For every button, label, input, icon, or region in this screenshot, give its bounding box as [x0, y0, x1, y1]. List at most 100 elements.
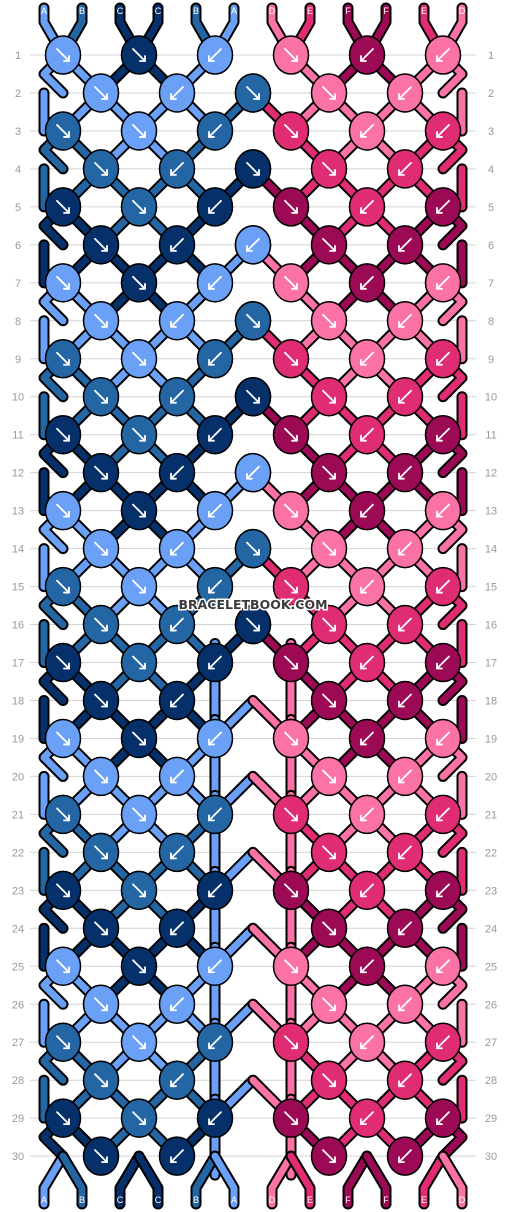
arrow-icon — [132, 503, 146, 518]
knot — [234, 225, 272, 265]
knot — [310, 680, 348, 721]
arrow-icon — [132, 959, 146, 974]
arrow-head-icon — [253, 93, 260, 100]
knot — [44, 1098, 82, 1138]
arrow-head-icon — [139, 586, 146, 594]
arrow-icon — [360, 655, 374, 670]
knot — [44, 263, 82, 303]
arrow-head-icon — [101, 624, 108, 632]
arrow-icon — [132, 579, 146, 594]
arrow-head-icon — [208, 358, 215, 366]
arrow-icon — [436, 883, 450, 898]
row-number-left: 24 — [12, 923, 24, 935]
knot — [310, 528, 348, 569]
knot — [310, 1060, 348, 1100]
arrow-icon — [94, 541, 108, 556]
row-number-right: 17 — [485, 658, 497, 670]
arrow-head-icon — [436, 206, 443, 214]
row-number-right: 27 — [485, 1037, 497, 1049]
arrow-head-icon — [63, 814, 70, 822]
knot — [424, 339, 462, 379]
arrow-icon — [322, 237, 336, 252]
arrow-head-icon — [291, 282, 298, 290]
arrow-head-icon — [170, 1156, 177, 1164]
knot — [424, 111, 462, 151]
arrow-head-icon — [101, 1156, 108, 1164]
arrow-head-icon — [101, 320, 108, 328]
arrow-icon — [56, 48, 70, 62]
arrow-head-icon — [436, 131, 443, 138]
knot — [348, 718, 386, 759]
strand-letter-bottom: C — [117, 1195, 124, 1205]
arrow-icon — [360, 883, 374, 898]
arrow-icon — [360, 959, 374, 974]
knot — [424, 642, 462, 683]
knot — [120, 566, 158, 607]
arrow-icon — [322, 1149, 336, 1164]
arrow-icon — [56, 275, 70, 290]
knot — [196, 566, 234, 607]
strand-letter-bottom: F — [383, 1195, 389, 1205]
knot — [234, 604, 272, 645]
arrow-head-icon — [208, 586, 215, 594]
arrow-icon — [208, 351, 222, 366]
strand-thread — [135, 1152, 162, 1208]
arrow-head-icon — [329, 700, 336, 708]
knot — [196, 642, 234, 683]
arrow-head-icon — [63, 206, 70, 214]
arrow-icon — [398, 237, 412, 252]
knot — [310, 376, 348, 417]
arrow-head-icon — [436, 55, 443, 62]
watermark: BRACELETBOOK.COM BRACELETBOOK.COM — [177, 596, 329, 614]
knot — [386, 149, 424, 189]
arrow-icon — [56, 959, 70, 974]
knot — [44, 566, 82, 607]
arrow-head-icon — [436, 510, 443, 518]
knot — [386, 756, 424, 797]
arrow-head-icon — [208, 282, 215, 290]
arrow-icon — [170, 162, 184, 176]
knot — [348, 414, 386, 455]
row-number-right: 1 — [488, 50, 494, 62]
arrow-icon — [322, 997, 336, 1012]
knot — [234, 149, 272, 189]
arrow-head-icon — [291, 1042, 298, 1050]
arrow-head-icon — [63, 890, 70, 898]
knot — [424, 187, 462, 227]
knot — [120, 35, 158, 75]
arrow-icon — [284, 351, 298, 366]
arrow-head-icon — [246, 244, 253, 252]
row-number-left: 29 — [12, 1113, 24, 1125]
arrow-head-icon — [101, 776, 108, 784]
arrow-icon — [436, 427, 450, 442]
row-number-left: 4 — [15, 164, 21, 176]
row-number-left: 17 — [12, 658, 24, 670]
arrow-head-icon — [329, 624, 336, 632]
arrow-head-icon — [170, 776, 177, 784]
strand-letter-top: B — [79, 6, 85, 16]
knot — [44, 339, 82, 379]
arrow-head-icon — [170, 1004, 177, 1012]
knot — [158, 149, 196, 189]
arrow-icon — [398, 1149, 412, 1164]
knot — [272, 490, 310, 531]
strand-letter-top: A — [231, 6, 237, 16]
arrow-head-icon — [139, 814, 146, 822]
strand-letter-bottom: D — [459, 1195, 466, 1205]
knot — [82, 1060, 120, 1100]
knot — [310, 1136, 348, 1176]
arrow-icon — [360, 124, 374, 138]
arrow-head-icon — [398, 776, 405, 784]
arrow-head-icon — [208, 206, 215, 214]
knot — [348, 794, 386, 835]
arrow-icon — [56, 655, 70, 670]
strand-letter-bottom: E — [307, 1195, 313, 1205]
arrow-head-icon — [63, 662, 70, 670]
arrow-icon — [94, 617, 108, 632]
arrow-head-icon — [291, 890, 298, 898]
arrow-icon — [208, 655, 222, 670]
knot — [272, 35, 310, 75]
row-number-left: 26 — [12, 999, 24, 1011]
arrow-head-icon — [360, 358, 367, 366]
knot — [158, 604, 196, 645]
